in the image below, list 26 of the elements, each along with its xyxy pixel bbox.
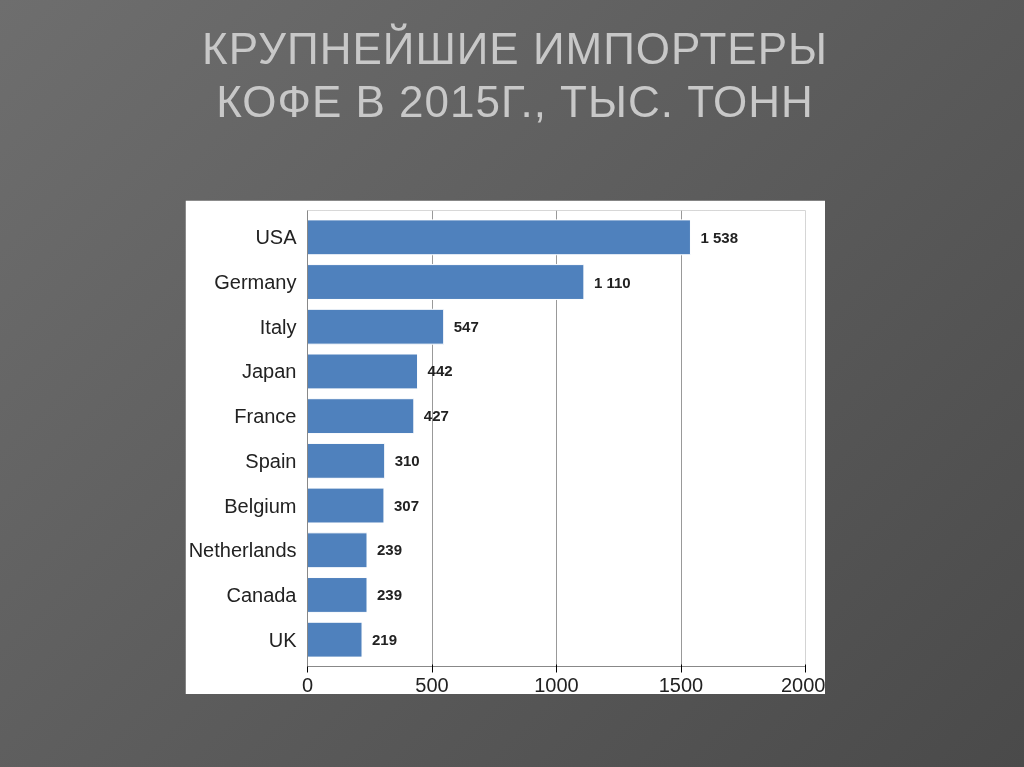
data-label: 442 (427, 362, 453, 380)
data-label: 310 (394, 451, 420, 469)
x-tick-label: 1000 (534, 673, 579, 696)
y-tick-label: Italy (259, 315, 297, 338)
y-tick-label: Japan (242, 360, 297, 383)
y-tick-label: Belgium (224, 494, 297, 517)
y-tick-label: France (234, 405, 297, 428)
x-tick-label: 1500 (658, 673, 704, 696)
chart-title: КРУПНЕЙШИЕ ИМПОРТЕРЫ КОФЕ В 2015Г., ТЫС. ТОНН (201, 23, 829, 128)
data-label: 547 (453, 317, 479, 335)
y-tick-label: Germany (214, 271, 297, 294)
data-label: 1 538 (700, 228, 739, 246)
y-tick-label: Canada (226, 583, 298, 606)
data-label: 307 (393, 496, 419, 514)
data-label: 427 (423, 407, 449, 425)
x-tick-label: 0 (301, 673, 314, 696)
data-label: 1 110 (593, 273, 631, 291)
data-label: 219 (372, 630, 398, 648)
data-label: 239 (377, 541, 403, 559)
y-tick-label: USA (255, 226, 298, 249)
y-tick-label: Spain (245, 449, 297, 472)
y-tick-label: UK (268, 628, 298, 651)
data-label: 239 (377, 585, 403, 603)
y-tick-label: Netherlands (188, 539, 297, 562)
x-tick-label: 500 (415, 673, 449, 696)
x-tick-label: 2000 (781, 673, 826, 696)
